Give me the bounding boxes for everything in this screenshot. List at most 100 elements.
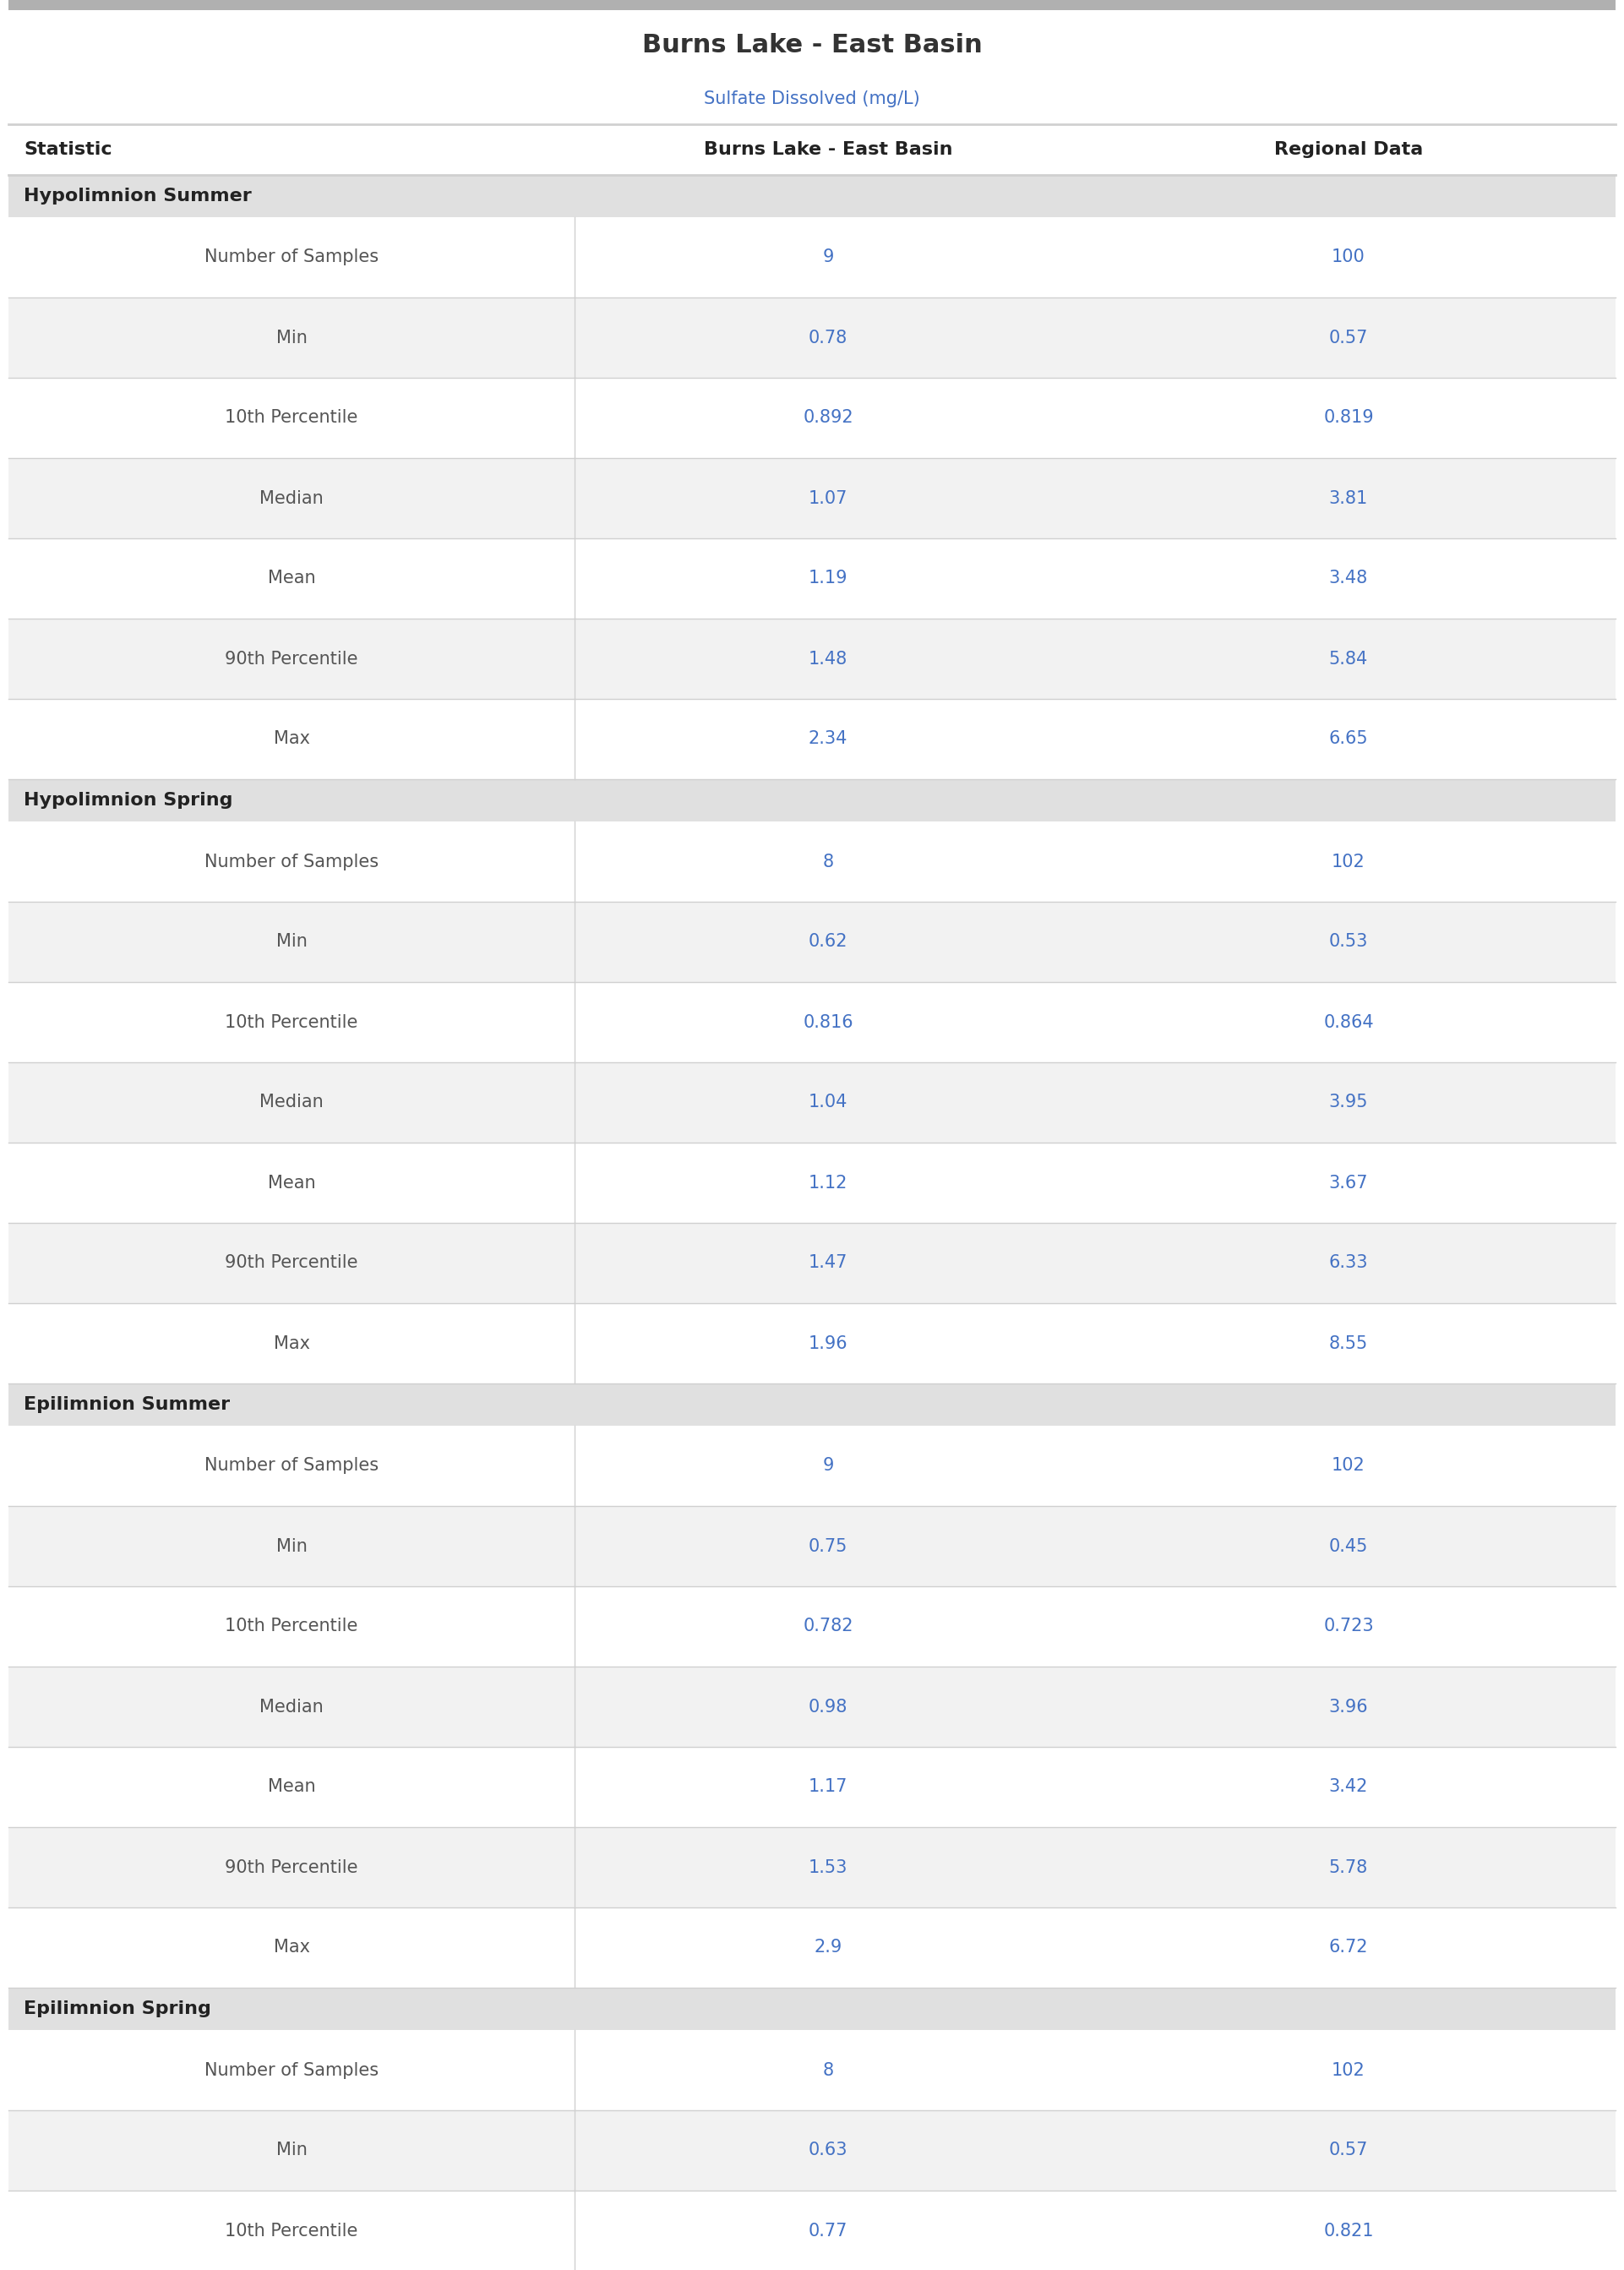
Text: 0.78: 0.78 (809, 329, 848, 345)
Text: 0.782: 0.782 (802, 1619, 853, 1634)
Text: 1.07: 1.07 (809, 490, 848, 506)
Text: 0.819: 0.819 (1324, 409, 1374, 427)
Text: 0.53: 0.53 (1328, 933, 1367, 951)
Bar (8, 1587, 1616, 1666)
Bar (8, 1666, 1616, 1748)
Text: Hypolimnion Spring: Hypolimnion Spring (24, 792, 232, 808)
Bar (8, 901, 1616, 983)
Bar (8, 2029, 1616, 2111)
Text: 2.9: 2.9 (814, 1939, 843, 1957)
Text: Number of Samples: Number of Samples (205, 2061, 378, 2079)
Text: 10th Percentile: 10th Percentile (226, 2222, 357, 2238)
Text: Max: Max (273, 1335, 310, 1351)
Bar (8, 1062, 1616, 1142)
Text: 6.72: 6.72 (1328, 1939, 1367, 1957)
Bar (8, 699, 1616, 779)
Bar (8, 1505, 1616, 1587)
Text: Hypolimnion Summer: Hypolimnion Summer (24, 188, 252, 204)
Text: 0.723: 0.723 (1324, 1619, 1374, 1634)
Bar (8, 218, 1616, 297)
Text: 10th Percentile: 10th Percentile (226, 1015, 357, 1031)
Text: 0.98: 0.98 (809, 1698, 848, 1716)
Bar (8, 1827, 1616, 1907)
Text: Regional Data: Regional Data (1275, 141, 1423, 159)
Text: 6.33: 6.33 (1328, 1255, 1367, 1271)
Text: 1.96: 1.96 (809, 1335, 848, 1351)
Bar (8, 297, 1616, 377)
Bar (8, 459, 1616, 538)
Text: Min: Min (276, 329, 307, 345)
Text: Number of Samples: Number of Samples (205, 854, 378, 869)
Text: 0.821: 0.821 (1324, 2222, 1374, 2238)
Text: 0.75: 0.75 (809, 1537, 848, 1555)
Text: 1.17: 1.17 (809, 1780, 848, 1796)
Text: 1.53: 1.53 (809, 1859, 848, 1875)
Text: 102: 102 (1332, 1457, 1366, 1473)
Text: 8: 8 (822, 854, 833, 869)
Text: Median: Median (260, 1698, 323, 1716)
Text: Burns Lake - East Basin: Burns Lake - East Basin (703, 141, 952, 159)
Text: 100: 100 (1332, 250, 1366, 266)
Text: 3.96: 3.96 (1328, 1698, 1369, 1716)
Bar (8, 1382, 1616, 1426)
Text: 90th Percentile: 90th Percentile (226, 649, 357, 667)
Text: 0.864: 0.864 (1324, 1015, 1374, 1031)
Text: 0.62: 0.62 (809, 933, 848, 951)
Text: 10th Percentile: 10th Percentile (226, 1619, 357, 1634)
Text: 90th Percentile: 90th Percentile (226, 1255, 357, 1271)
Bar (8, 983, 1616, 1062)
Text: 5.84: 5.84 (1328, 649, 1367, 667)
Text: 0.57: 0.57 (1328, 2143, 1367, 2159)
Bar (8, 822, 1616, 901)
Text: 0.892: 0.892 (802, 409, 853, 427)
Text: 3.42: 3.42 (1328, 1780, 1367, 1796)
Text: Median: Median (260, 1094, 323, 1110)
Text: Min: Min (276, 1537, 307, 1555)
Bar (8, 620, 1616, 699)
Text: 8: 8 (822, 2061, 833, 2079)
Text: 0.77: 0.77 (809, 2222, 848, 2238)
Text: 2.34: 2.34 (809, 731, 848, 747)
Text: 102: 102 (1332, 2061, 1366, 2079)
Text: Min: Min (276, 2143, 307, 2159)
Bar (8, 2191, 1616, 2270)
Text: 90th Percentile: 90th Percentile (226, 1859, 357, 1875)
Text: Burns Lake - East Basin: Burns Lake - East Basin (641, 34, 983, 57)
Text: 0.45: 0.45 (1328, 1537, 1367, 1555)
Text: Min: Min (276, 933, 307, 951)
Bar (8, 1224, 1616, 1303)
Bar (8, 1748, 1616, 1827)
Text: Mean: Mean (268, 1174, 315, 1192)
Text: Mean: Mean (268, 570, 315, 588)
Text: 102: 102 (1332, 854, 1366, 869)
Text: 1.48: 1.48 (809, 649, 848, 667)
Bar (8, 1426, 1616, 1505)
Text: 8.55: 8.55 (1328, 1335, 1367, 1351)
Text: Median: Median (260, 490, 323, 506)
Text: 6.65: 6.65 (1328, 731, 1369, 747)
Text: 0.63: 0.63 (809, 2143, 848, 2159)
Bar (8, 779, 1616, 822)
Text: Number of Samples: Number of Samples (205, 1457, 378, 1473)
Bar (8, 175, 1616, 218)
Text: 3.81: 3.81 (1328, 490, 1367, 506)
Bar (8, 0, 1616, 9)
Text: 5.78: 5.78 (1328, 1859, 1367, 1875)
Bar (8, 2111, 1616, 2191)
Bar (8, 1303, 1616, 1382)
Bar (8, 538, 1616, 620)
Text: 3.67: 3.67 (1328, 1174, 1367, 1192)
Text: 1.12: 1.12 (809, 1174, 848, 1192)
Text: 0.57: 0.57 (1328, 329, 1367, 345)
Text: Epilimnion Spring: Epilimnion Spring (24, 2000, 211, 2018)
Text: 3.95: 3.95 (1328, 1094, 1367, 1110)
Bar (8, 1907, 1616, 1989)
Text: 1.47: 1.47 (809, 1255, 848, 1271)
Text: Max: Max (273, 731, 310, 747)
Bar (8, 377, 1616, 459)
Bar (8, 1989, 1616, 2029)
Text: Max: Max (273, 1939, 310, 1957)
Text: 1.04: 1.04 (809, 1094, 848, 1110)
Text: 0.816: 0.816 (802, 1015, 853, 1031)
Text: 9: 9 (822, 1457, 833, 1473)
